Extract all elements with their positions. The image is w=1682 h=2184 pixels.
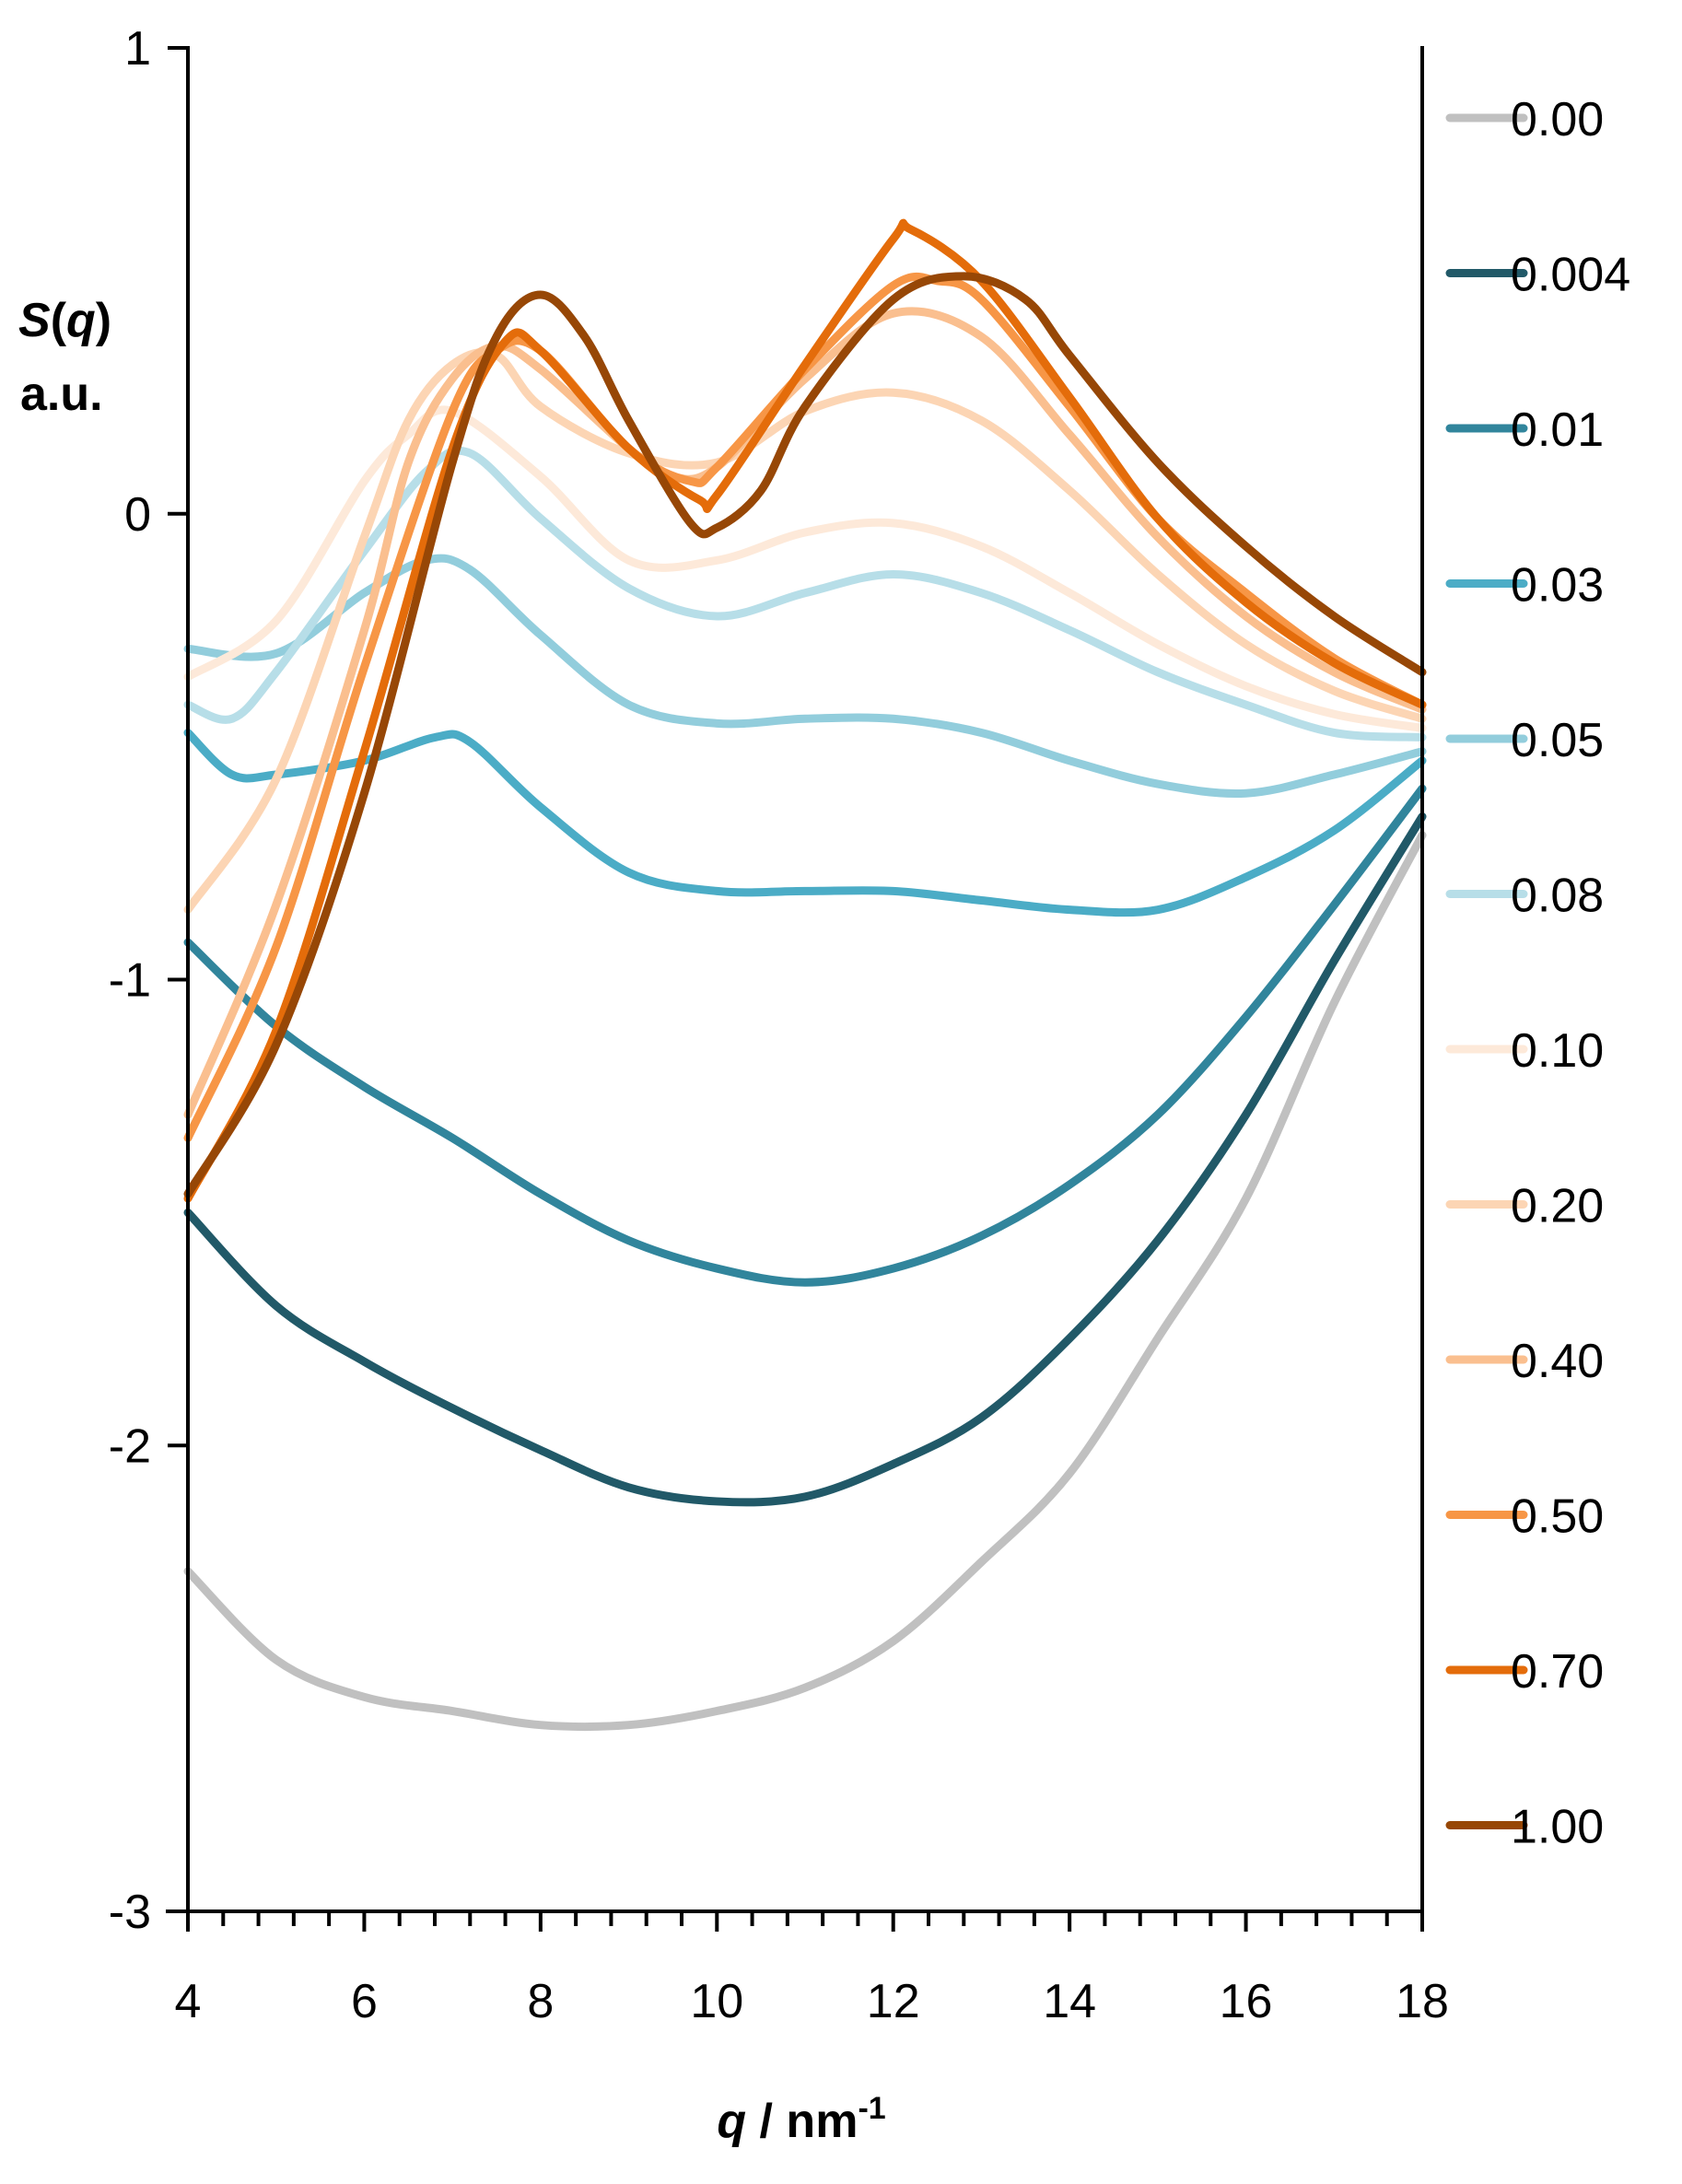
series-line-0.01	[183, 784, 1427, 1287]
series-line-0.70	[183, 218, 1427, 1203]
y-tick-label: -1	[109, 954, 151, 1008]
y-tick-label: -3	[109, 1886, 151, 1939]
legend-item-0.10: 0.10	[1445, 1024, 1604, 1078]
legend-item-1.00: 1.00	[1445, 1801, 1604, 1854]
legend-item-0.00: 0.00	[1445, 93, 1604, 146]
legend-label: 0.01	[1511, 403, 1604, 457]
legend-item-0.05: 0.05	[1445, 714, 1604, 767]
x-tick-label: 18	[1396, 1975, 1449, 2028]
legend-label: 0.00	[1511, 93, 1604, 146]
x-tick-label: 4	[175, 1975, 202, 2028]
y-axis-title: S(q)	[18, 294, 111, 347]
legend-item-0.20: 0.20	[1445, 1180, 1604, 1233]
x-tick-label: 16	[1220, 1975, 1273, 2028]
legend-label: 0.08	[1511, 870, 1604, 923]
x-tick-label: 8	[527, 1975, 554, 2028]
legend-item-0.004: 0.004	[1445, 249, 1630, 302]
legend-label: 0.03	[1511, 559, 1604, 613]
legend-label: 0.70	[1511, 1645, 1604, 1699]
legend-item-0.50: 0.50	[1445, 1490, 1604, 1544]
x-axis-title: q / nm-1	[717, 2091, 885, 2148]
axes-layer	[166, 46, 1424, 1913]
y-axis-unit: a.u.	[20, 368, 103, 421]
series-line-0.004	[183, 812, 1427, 1507]
legend-label: 0.20	[1511, 1180, 1604, 1233]
series-line-0.10	[183, 405, 1427, 732]
legend: 0.00 0.004 0.01 0.03 0.05 0.08 0.10 0.20 0.40 0.5…	[1445, 93, 1630, 1854]
y-tick-label: -2	[109, 1419, 151, 1473]
legend-item-0.40: 0.40	[1445, 1335, 1604, 1388]
series-layer	[183, 218, 1427, 1732]
y-tick-label: 1	[124, 22, 151, 76]
legend-item-0.03: 0.03	[1445, 559, 1604, 613]
legend-label: 1.00	[1511, 1801, 1604, 1854]
x-tick-label: 10	[690, 1975, 743, 2028]
legend-label: 0.40	[1511, 1335, 1604, 1388]
series-line-0.00	[183, 831, 1427, 1732]
legend-label: 0.004	[1511, 249, 1630, 302]
legend-label: 0.50	[1511, 1490, 1604, 1544]
x-tick-label: 12	[867, 1975, 920, 2028]
legend-item-0.70: 0.70	[1445, 1645, 1604, 1699]
series-line-1.00	[183, 272, 1427, 1198]
legend-label: 0.05	[1511, 714, 1604, 767]
y-tick-label: 0	[124, 488, 151, 542]
x-tick-label: 6	[351, 1975, 378, 2028]
legend-item-0.08: 0.08	[1445, 870, 1604, 923]
legend-label: 0.10	[1511, 1024, 1604, 1078]
legend-item-0.01: 0.01	[1445, 403, 1604, 457]
x-tick-label: 14	[1043, 1975, 1096, 2028]
